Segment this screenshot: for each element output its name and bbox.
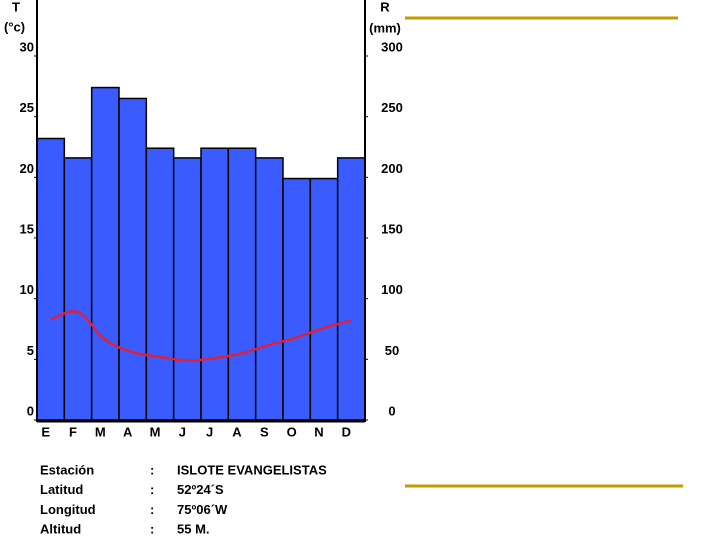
x-tick-label: F — [69, 424, 77, 439]
y-tick-label: 30 — [20, 39, 34, 54]
station-value: 55 M. — [177, 522, 210, 537]
y2-tick-label: 0 — [388, 403, 395, 418]
y-tick-label: 15 — [20, 221, 34, 236]
x-tick-label: J — [179, 424, 186, 439]
y2-tick-label: 200 — [381, 161, 403, 176]
y2-axis-label: R — [380, 0, 390, 14]
y-tick-label: 25 — [20, 100, 34, 115]
y-axis-unit: (°c) — [4, 19, 25, 34]
y2-axis-unit: (mm) — [369, 20, 401, 35]
x-tick-label: N — [314, 424, 323, 439]
bar — [145, 147, 175, 421]
bar — [309, 177, 339, 421]
station-sep: : — [150, 462, 154, 477]
temperature-line — [50, 310, 352, 362]
bar — [200, 147, 230, 421]
x-tick-label: E — [41, 424, 50, 439]
y-tick-label: 0 — [27, 403, 34, 418]
bar — [36, 137, 66, 421]
station-sep: : — [150, 482, 154, 497]
y-axis-label: T — [12, 0, 20, 14]
bar — [336, 157, 366, 421]
bar — [227, 147, 257, 421]
y-tick-label: 5 — [27, 343, 34, 358]
bar — [282, 177, 312, 421]
bar — [90, 86, 120, 421]
bar — [118, 97, 148, 421]
y2-tick-label: 250 — [381, 100, 403, 115]
x-tick-label: J — [206, 424, 213, 439]
x-tick-label: D — [342, 424, 351, 439]
x-tick-label: O — [287, 424, 297, 439]
y-tick-label: 20 — [20, 161, 34, 176]
station-label: Estación — [40, 462, 94, 477]
x-tick-label: A — [232, 424, 242, 439]
station-label: Longitud — [40, 502, 96, 517]
station-label: Altitud — [40, 522, 81, 537]
station-value: 75º06´W — [177, 502, 228, 517]
y2-tick-label: 300 — [381, 39, 403, 54]
y2-tick-label: 100 — [381, 282, 403, 297]
x-tick-label: A — [123, 424, 133, 439]
station-label: Latitud — [40, 482, 83, 497]
x-tick-label: M — [150, 424, 161, 439]
x-tick-label: S — [260, 424, 269, 439]
station-value: 52º24´S — [177, 482, 224, 497]
x-tick-label: M — [95, 424, 106, 439]
y-tick-label: 10 — [20, 282, 34, 297]
bar — [254, 157, 284, 421]
station-sep: : — [150, 522, 154, 537]
bar — [63, 157, 93, 421]
y2-tick-label: 50 — [385, 343, 399, 358]
station-sep: : — [150, 502, 154, 517]
y2-tick-label: 150 — [381, 221, 403, 236]
bar — [172, 157, 202, 421]
station-value: ISLOTE EVANGELISTAS — [177, 462, 327, 477]
